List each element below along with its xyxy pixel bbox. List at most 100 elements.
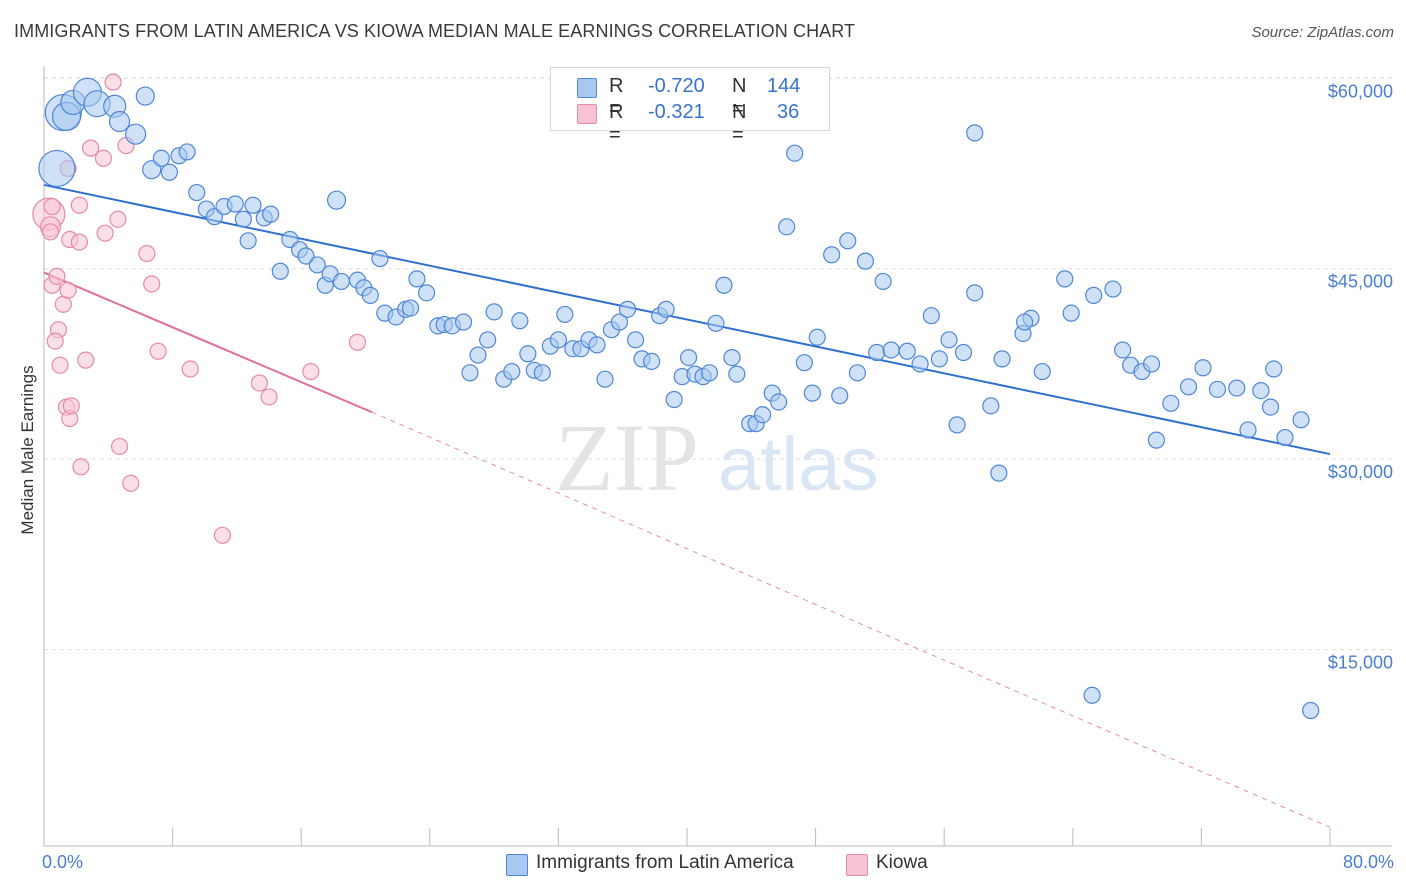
latin-america-trend-line xyxy=(43,183,1331,456)
latin-america-point xyxy=(401,299,420,317)
latin-america-point xyxy=(618,300,637,318)
trend-line-extension xyxy=(371,411,1331,828)
kiowa-point xyxy=(109,210,127,228)
series-legend: Immigrants from Latin America Kiowa xyxy=(0,852,1406,878)
kiowa-point xyxy=(213,526,232,544)
legend-r-value: -0.720 xyxy=(648,75,705,97)
latin-america-point xyxy=(271,262,289,280)
kiowa-point xyxy=(260,388,278,406)
kiowa-point xyxy=(302,362,320,381)
latin-america-point xyxy=(868,343,886,362)
latin-america-point xyxy=(417,284,436,302)
latin-america-point xyxy=(108,110,131,133)
kiowa-trend-line xyxy=(43,271,1331,828)
latin-america-point xyxy=(839,232,857,250)
trend-line xyxy=(43,271,373,414)
latin-america-point xyxy=(657,300,675,318)
latin-america-point xyxy=(680,348,698,367)
kiowa-point xyxy=(94,149,113,167)
latin-america-point xyxy=(469,346,487,364)
latin-america-point xyxy=(178,143,196,161)
latin-america-point xyxy=(823,246,841,264)
trend-line xyxy=(43,183,1331,456)
latin-america-point xyxy=(479,331,497,349)
kiowa-point xyxy=(138,244,156,263)
latin-america-point xyxy=(361,286,379,304)
latin-america-point xyxy=(332,272,350,291)
latin-america-point xyxy=(1208,380,1227,398)
pink-swatch xyxy=(846,854,868,876)
latin-america-point xyxy=(1239,421,1257,439)
blue-swatch xyxy=(577,78,597,98)
kiowa-point xyxy=(149,342,167,360)
latin-america-point xyxy=(1179,378,1198,396)
chart-title: IMMIGRANTS FROM LATIN AMERICA VS KIOWA M… xyxy=(14,21,856,41)
latin-america-point xyxy=(715,276,733,294)
kiowa-points xyxy=(32,73,367,544)
latin-america-point xyxy=(1261,398,1280,416)
latin-america-point xyxy=(808,328,826,346)
kiowa-point xyxy=(70,196,88,214)
latin-america-point xyxy=(848,364,866,382)
latin-america-point xyxy=(533,364,551,382)
latin-america-point xyxy=(371,249,389,268)
latin-america-point xyxy=(142,160,162,180)
kiowa-point xyxy=(62,397,80,415)
latin-america-point xyxy=(795,354,813,372)
kiowa-point xyxy=(122,474,140,492)
watermark: ZIP atlas xyxy=(555,404,879,511)
pink-swatch xyxy=(577,104,597,124)
latin-america-point xyxy=(948,416,966,434)
latin-america-point xyxy=(1085,286,1103,304)
latin-america-point xyxy=(461,364,479,382)
latin-america-point xyxy=(831,387,849,405)
latin-america-point xyxy=(125,123,147,145)
legend-label-latin-america: Immigrants from Latin America xyxy=(536,852,794,873)
latin-america-point xyxy=(1056,270,1074,288)
kiowa-point xyxy=(82,139,100,157)
legend-n-label: N = xyxy=(732,101,747,146)
latin-america-point xyxy=(454,313,473,331)
latin-america-point xyxy=(234,210,252,228)
latin-america-point xyxy=(135,86,155,106)
latin-america-point xyxy=(1104,280,1122,298)
latin-america-point xyxy=(707,314,725,332)
kiowa-point xyxy=(46,332,64,350)
latin-america-point xyxy=(882,341,900,359)
latin-america-point xyxy=(596,370,614,388)
kiowa-point xyxy=(48,267,66,285)
latin-america-point xyxy=(1033,362,1051,381)
latin-america-points xyxy=(38,77,1320,720)
y-tick-label: $45,000 xyxy=(1328,272,1393,292)
latin-america-point xyxy=(1292,411,1310,429)
latin-america-point xyxy=(1147,431,1165,449)
legend-n-value: 36 xyxy=(777,101,800,123)
kiowa-point xyxy=(77,351,95,369)
latin-america-point xyxy=(911,355,929,373)
latin-america-point xyxy=(1142,355,1161,373)
latin-america-point xyxy=(160,163,178,181)
legend-n-label: N = xyxy=(732,75,747,120)
legend-r-label: R = xyxy=(609,75,624,120)
kiowa-point xyxy=(72,458,90,476)
latin-america-point xyxy=(1162,394,1180,412)
kiowa-point xyxy=(110,437,129,456)
latin-america-point xyxy=(786,144,804,162)
y-axis-label-wrap: Median Male Earnings xyxy=(16,330,40,570)
latin-america-point xyxy=(643,352,661,371)
y-axis-label: Median Male Earnings xyxy=(18,365,37,535)
x-tick-max: 80.0% xyxy=(1342,852,1394,872)
y-tick-label: $60,000 xyxy=(1328,81,1393,101)
latin-america-point xyxy=(485,303,503,321)
latin-america-point xyxy=(665,390,683,409)
kiowa-point xyxy=(348,333,367,351)
kiowa-point xyxy=(143,275,161,293)
kiowa-point xyxy=(181,360,199,378)
y-tick-label: $30,000 xyxy=(1328,462,1393,482)
y-tick-label: $15,000 xyxy=(1328,653,1393,673)
latin-america-point xyxy=(954,343,973,362)
chart-source: Source: ZipAtlas.com xyxy=(1251,24,1394,41)
latin-america-point xyxy=(1302,701,1320,720)
kiowa-point xyxy=(51,356,69,374)
